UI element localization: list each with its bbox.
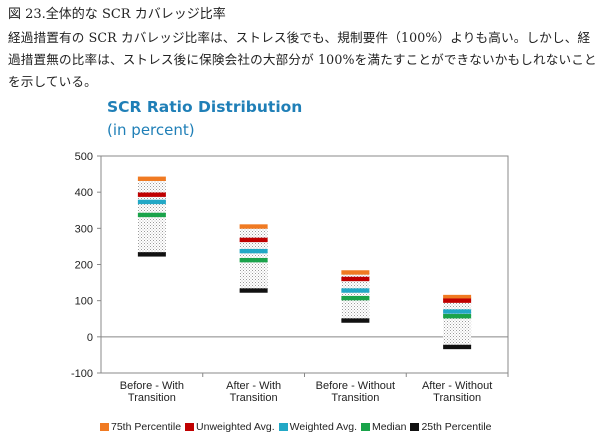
marker-25th-percentile	[341, 318, 370, 323]
y-tick-label: 400	[75, 187, 93, 199]
marker-median	[137, 212, 166, 218]
marker-median	[239, 257, 268, 263]
marker-75th-percentile	[239, 224, 268, 229]
y-tick-label: 200	[75, 260, 93, 272]
body-paragraph: 経過措置有の SCR カバレッジ比率は、ストレス後でも、規制要件（100%）より…	[8, 30, 597, 89]
category-label: Before - With	[120, 380, 184, 392]
marker-weighted-avg	[341, 288, 370, 293]
category-label: Transition	[331, 392, 379, 404]
y-tick-label: 100	[75, 296, 93, 308]
marker-75th-percentile	[341, 270, 370, 275]
legend-item: Median	[361, 421, 406, 433]
figure-heading: 図 23.全体的な SCR カバレッジ比率	[8, 7, 226, 22]
legend-label: 75th Percentile	[111, 421, 182, 433]
marker-weighted-avg	[239, 248, 268, 254]
legend-label: Unweighted Avg.	[196, 421, 275, 433]
y-tick-label: 300	[75, 223, 93, 235]
range-box	[443, 297, 472, 347]
legend-swatch	[278, 423, 288, 431]
legend-swatch	[410, 423, 420, 431]
legend-item: 75th Percentile	[100, 421, 181, 433]
marker-75th-percentile	[137, 176, 166, 181]
marker-median	[341, 295, 370, 301]
marker-25th-percentile	[137, 252, 166, 257]
marker-median	[443, 314, 472, 319]
chart-legend: 75th Percentile Unweighted Avg. Weighted A…	[100, 421, 496, 433]
category-label: Before - Without	[316, 380, 395, 392]
legend-item: Unweighted Avg.	[185, 421, 275, 433]
legend-item: Weighted Avg.	[278, 421, 357, 433]
marker-unweighted-avg	[137, 192, 166, 197]
category-label: Transition	[230, 392, 278, 404]
marker-unweighted-avg	[443, 298, 472, 303]
legend-label: 25th Percentile	[421, 421, 492, 433]
marker-weighted-avg	[137, 199, 166, 205]
marker-25th-percentile	[443, 344, 472, 350]
category-label: Transition	[433, 392, 481, 404]
legend-label: Median	[372, 421, 407, 433]
legend-swatch	[361, 423, 370, 431]
category-label: After - Without	[422, 380, 492, 392]
marker-unweighted-avg	[239, 237, 268, 243]
marker-75th-percentile	[443, 294, 472, 300]
legend-label: Weighted Avg.	[289, 421, 357, 433]
legend-swatch	[185, 423, 195, 431]
legend-item: 25th Percentile	[410, 421, 492, 433]
chart-title: SCR Ratio Distribution	[107, 98, 303, 116]
marker-25th-percentile	[239, 288, 268, 293]
y-tick-label: 0	[87, 332, 93, 344]
marker-unweighted-avg	[341, 276, 370, 282]
category-label: After - With	[226, 380, 281, 392]
category-label: Transition	[128, 392, 176, 404]
y-tick-label: 500	[75, 151, 93, 163]
chart-subtitle: (in percent)	[107, 121, 195, 139]
legend-swatch	[100, 423, 109, 431]
y-tick-label: -100	[71, 368, 93, 380]
marker-weighted-avg	[443, 309, 472, 314]
